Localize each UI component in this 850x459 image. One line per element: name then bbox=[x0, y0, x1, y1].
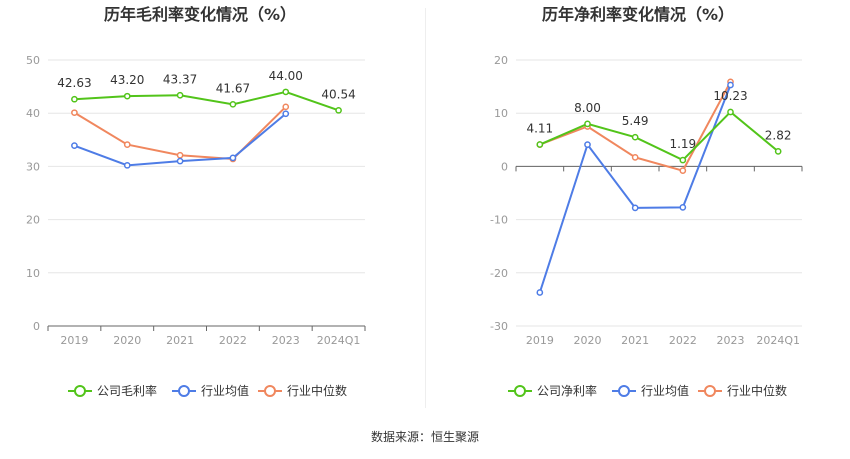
x-tick-label: 2021 bbox=[166, 334, 194, 347]
data-point bbox=[584, 141, 591, 148]
chart-divider bbox=[425, 8, 426, 408]
series-line bbox=[539, 110, 779, 162]
y-tick-label: 20 bbox=[494, 54, 508, 67]
data-label: 43.37 bbox=[163, 72, 197, 86]
legend-marker bbox=[514, 385, 526, 397]
legend-label: 公司净利率 bbox=[537, 383, 597, 398]
legend-marker bbox=[618, 385, 630, 397]
legend-item: 行业中位数 bbox=[258, 383, 347, 398]
x-tick-label: 2023 bbox=[272, 334, 300, 347]
data-point bbox=[631, 204, 639, 212]
net-margin-chart: 历年净利率变化情况（%） -30 -20 -10 0 10 20 2019 2020 2021 20… bbox=[490, 5, 803, 398]
data-label: 44.00 bbox=[269, 69, 303, 83]
data-point bbox=[584, 120, 591, 128]
data-label: 10.23 bbox=[713, 89, 747, 103]
y-tick-label: -20 bbox=[490, 267, 508, 280]
legend-item: 公司毛利率 bbox=[68, 383, 157, 398]
x-tick-label: 2022 bbox=[669, 334, 697, 347]
y-tick-label: 50 bbox=[26, 54, 40, 67]
y-tick-label: 20 bbox=[26, 214, 40, 227]
legend-marker bbox=[178, 385, 190, 397]
legend-label: 行业中位数 bbox=[727, 383, 787, 398]
y-tick-label: -30 bbox=[490, 320, 508, 333]
data-point bbox=[774, 148, 782, 155]
legend-label: 行业中位数 bbox=[287, 383, 347, 398]
data-label: 40.54 bbox=[321, 87, 355, 101]
legend-marker bbox=[704, 385, 716, 397]
chart-title: 历年毛利率变化情况（%） bbox=[104, 5, 296, 24]
y-tick-label: 10 bbox=[26, 267, 40, 280]
data-point bbox=[727, 108, 734, 116]
data-point bbox=[536, 141, 544, 148]
legend-marker bbox=[264, 385, 276, 397]
data-label: 8.00 bbox=[574, 101, 601, 115]
x-tick-label: 2021 bbox=[621, 334, 649, 347]
data-point bbox=[123, 161, 131, 169]
chart-title: 历年净利率变化情况（%） bbox=[542, 5, 734, 24]
legend-item: 行业均值 bbox=[172, 383, 249, 398]
data-label: 42.63 bbox=[57, 76, 91, 90]
x-tick-label: 2024Q1 bbox=[756, 334, 800, 347]
legend-item: 公司净利率 bbox=[508, 383, 597, 398]
data-point bbox=[536, 289, 544, 296]
data-label: 2.82 bbox=[765, 128, 792, 142]
y-tick-label: 0 bbox=[501, 160, 508, 173]
y-tick-label: 40 bbox=[26, 107, 40, 120]
y-tick-label: 0 bbox=[33, 320, 40, 333]
data-point bbox=[727, 81, 734, 89]
data-point bbox=[229, 100, 237, 108]
data-point bbox=[631, 154, 639, 161]
data-point bbox=[71, 109, 78, 117]
legend-label: 行业均值 bbox=[641, 383, 689, 398]
x-tick-label: 2019 bbox=[60, 334, 88, 347]
legend-item: 行业中位数 bbox=[698, 383, 787, 398]
data-point bbox=[282, 88, 290, 96]
data-point bbox=[335, 106, 342, 114]
data-point bbox=[282, 110, 290, 118]
data-point bbox=[679, 167, 687, 175]
data-label: 1.19 bbox=[669, 137, 696, 151]
y-tick-label: 30 bbox=[26, 160, 40, 173]
x-tick-label: 2020 bbox=[574, 334, 602, 347]
data-point bbox=[71, 95, 78, 103]
legend-label: 公司毛利率 bbox=[97, 383, 157, 398]
data-point bbox=[631, 133, 639, 141]
x-tick-label: 2023 bbox=[717, 334, 745, 347]
data-point bbox=[229, 154, 237, 162]
data-label: 4.11 bbox=[526, 122, 553, 136]
y-tick-label: 10 bbox=[494, 107, 508, 120]
data-point bbox=[282, 103, 290, 111]
data-label: 5.49 bbox=[622, 114, 649, 128]
legend-marker bbox=[74, 385, 86, 397]
data-point bbox=[176, 151, 184, 159]
data-point bbox=[123, 141, 131, 148]
data-point bbox=[679, 156, 687, 164]
legend-item: 行业均值 bbox=[612, 383, 689, 398]
x-tick-label: 2019 bbox=[526, 334, 554, 347]
data-label: 41.67 bbox=[216, 81, 250, 95]
x-tick-label: 2024Q1 bbox=[317, 334, 361, 347]
data-point bbox=[176, 91, 184, 99]
data-point bbox=[123, 92, 131, 100]
gross-margin-chart: 历年毛利率变化情况（%） 0 10 20 30 40 50 2019 2020 2021 2022 2… bbox=[26, 5, 366, 398]
series-line bbox=[73, 106, 287, 160]
data-point bbox=[176, 157, 184, 165]
data-label: 43.20 bbox=[110, 73, 144, 87]
series-line bbox=[74, 90, 339, 112]
data-source-label: 数据来源：恒生聚源 bbox=[370, 430, 479, 444]
x-tick-label: 2020 bbox=[113, 334, 141, 347]
data-point bbox=[71, 142, 78, 150]
x-tick-label: 2022 bbox=[219, 334, 247, 347]
y-tick-label: -10 bbox=[490, 214, 508, 227]
legend-label: 行业均值 bbox=[201, 383, 249, 398]
data-point bbox=[679, 204, 687, 211]
